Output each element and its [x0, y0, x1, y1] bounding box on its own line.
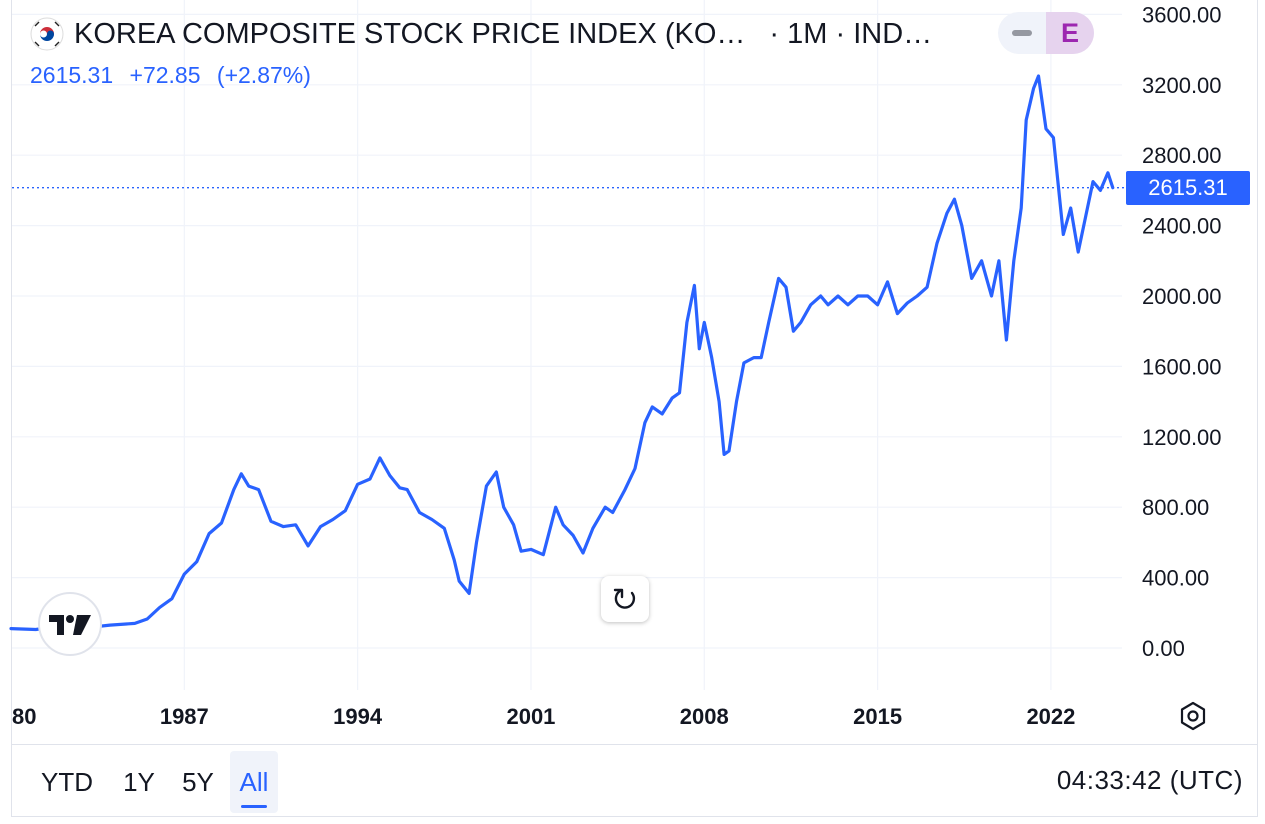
x-tick-label: 1994 [333, 704, 383, 729]
symbol-title: KOREA COMPOSITE STOCK PRICE INDEX (KO… [74, 17, 746, 50]
tradingview-logo[interactable] [38, 592, 102, 656]
indicator-pill[interactable]: E [998, 12, 1094, 54]
price-chart[interactable]: 0.00 400.00 800.00 1200.00 1600.00 2000.00 240… [0, 0, 1265, 744]
range-button-all[interactable]: All [230, 751, 278, 813]
y-tick-label: 2000.00 [1142, 284, 1222, 309]
x-tick-label: 2001 [506, 704, 555, 729]
grid-lines [12, 0, 1122, 690]
y-tick-label: 1600.00 [1142, 354, 1222, 379]
x-tick-label: 2022 [1026, 704, 1075, 729]
chart-frame[interactable] [11, 0, 1258, 817]
y-tick-label: 3600.00 [1142, 2, 1222, 27]
series-line-kospi [9, 74, 1115, 632]
y-tick-label: 3200.00 [1142, 73, 1222, 98]
x-tick-label: 1987 [160, 704, 209, 729]
earnings-badge[interactable]: E [1046, 12, 1094, 54]
clock: 04:33:42 (UTC) [1056, 765, 1243, 795]
last-price-tag: 2615.31 [1126, 171, 1250, 205]
tradingview-logo-icon [49, 615, 91, 635]
y-tick-label: 800.00 [1142, 495, 1209, 520]
interval-label: · 1M · IND… [769, 17, 933, 50]
symbol-legend[interactable]: KOREA COMPOSITE STOCK PRICE INDEX (KO… ·… [30, 14, 932, 54]
price-change-percent: (+2.87%) [216, 62, 311, 88]
range-button-5y[interactable]: 5Y [182, 766, 214, 797]
price-change: +72.85 [129, 62, 201, 88]
range-button-ytd[interactable]: YTD [41, 766, 93, 797]
last-price: 2615.31 [30, 62, 114, 88]
x-tick-label: 2015 [853, 704, 902, 729]
settings-icon[interactable] [1177, 700, 1209, 732]
reset-chart-button[interactable] [601, 576, 649, 622]
y-axis-labels: 0.00 400.00 800.00 1200.00 1600.00 2000.00 240… [1142, 2, 1222, 661]
y-tick-label: 2800.00 [1142, 143, 1222, 168]
x-tick-label: 2008 [680, 704, 729, 729]
y-tick-label: 0.00 [1142, 636, 1185, 661]
y-tick-label: 2400.00 [1142, 214, 1222, 239]
active-range-indicator [241, 805, 267, 808]
y-tick-label: 400.00 [1142, 566, 1209, 591]
x-axis-labels: 80 1987 1994 2001 2008 2015 2022 [12, 704, 1075, 729]
x-tick-label: 80 [12, 704, 36, 729]
range-button-1y[interactable]: 1Y [123, 766, 155, 797]
minus-icon[interactable] [998, 12, 1046, 54]
y-tick-label: 1200.00 [1142, 425, 1222, 450]
price-readout: 2615.31 +72.85 (+2.87%) [30, 62, 321, 89]
south-korea-flag-icon [30, 17, 64, 51]
reset-icon [613, 588, 636, 609]
bottom-toolbar: YTD 1Y 5Y All 04:33:42 (UTC) [12, 744, 1257, 816]
